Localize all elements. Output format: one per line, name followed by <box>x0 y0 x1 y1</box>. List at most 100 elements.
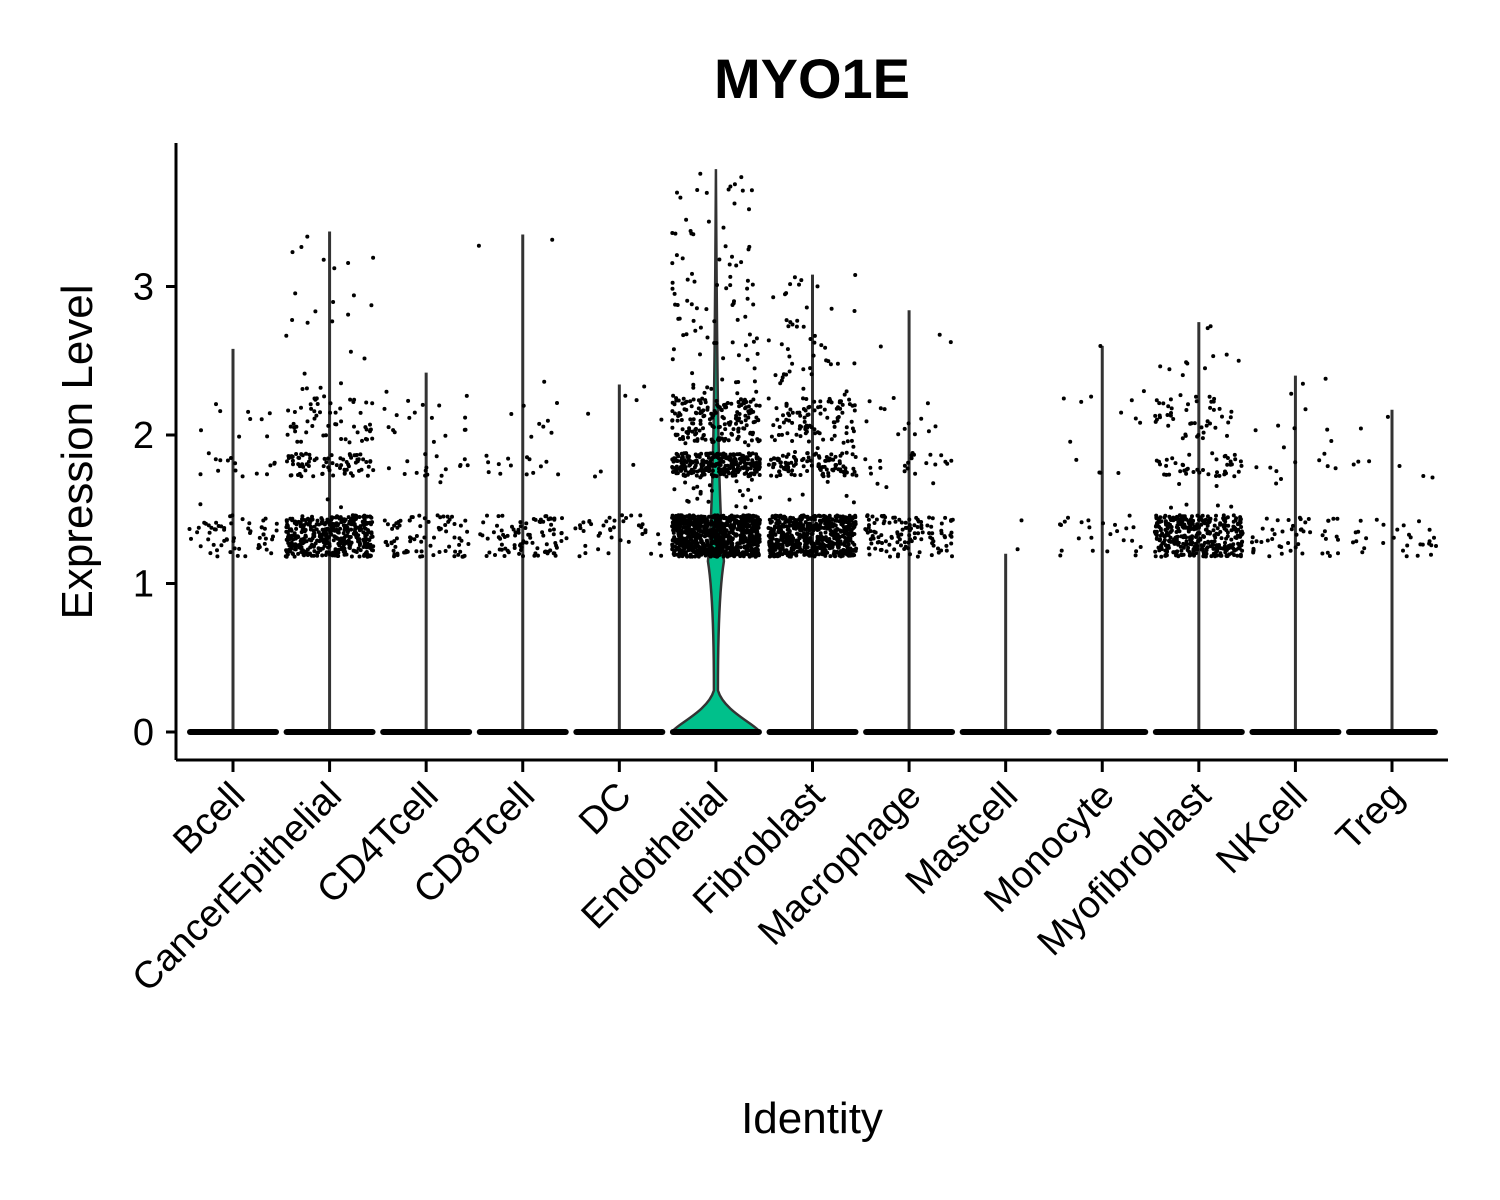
zero-points-Fibroblast <box>766 729 859 735</box>
point-CD8Tcell <box>502 554 507 558</box>
point-Monocyte <box>1127 513 1132 518</box>
point-CancerEpithelial <box>300 387 305 391</box>
point-Fibroblast <box>848 549 853 554</box>
point-Treg <box>1381 541 1386 545</box>
point-Endothelial <box>730 254 734 259</box>
point-CD8Tcell <box>564 536 569 541</box>
point-Endothelial <box>724 286 729 291</box>
point-NKcell <box>1253 428 1258 433</box>
point-Endothelial <box>735 527 740 532</box>
point-NKcell <box>1274 469 1279 474</box>
point-Endothelial <box>709 536 714 541</box>
point-Myofibroblast <box>1225 534 1230 539</box>
point-Endothelial <box>678 195 683 200</box>
y-tick-label-1: 1 <box>133 564 154 606</box>
point-Myofibroblast <box>1189 536 1194 541</box>
point-Endothelial <box>710 451 715 456</box>
point-Macrophage <box>866 517 871 522</box>
point-Endothelial <box>697 534 702 539</box>
point-NKcell <box>1288 548 1293 553</box>
point-NKcell <box>1296 542 1301 547</box>
point-Treg <box>1429 543 1434 548</box>
point-Fibroblast <box>809 517 814 521</box>
point-Myofibroblast <box>1198 536 1203 541</box>
point-CD4Tcell <box>393 544 398 549</box>
point-Monocyte <box>1097 470 1102 475</box>
point-CD4Tcell <box>382 518 387 523</box>
point-Myofibroblast <box>1223 540 1227 545</box>
point-NKcell <box>1336 537 1340 542</box>
point-CancerEpithelial <box>292 410 297 414</box>
point-Macrophage <box>939 528 944 533</box>
point-Endothelial <box>725 463 730 468</box>
point-Endothelial <box>735 519 739 524</box>
point-Monocyte <box>1074 457 1079 462</box>
point-Treg <box>1391 535 1396 540</box>
point-Myofibroblast <box>1178 544 1183 549</box>
point-Myofibroblast <box>1215 526 1220 531</box>
point-CD4Tcell <box>465 463 470 468</box>
point-CD4Tcell <box>392 430 397 435</box>
point-Myofibroblast <box>1204 527 1209 532</box>
point-CancerEpithelial <box>345 530 350 535</box>
point-DC <box>642 384 647 389</box>
point-Macrophage <box>928 452 933 457</box>
point-Bcell <box>198 472 203 477</box>
point-Fibroblast <box>825 479 830 484</box>
point-Myofibroblast <box>1195 544 1200 549</box>
point-CD8Tcell <box>478 532 483 537</box>
point-Bcell <box>264 547 269 552</box>
point-CD4Tcell <box>406 398 411 403</box>
point-Endothelial <box>749 549 754 553</box>
point-Endothelial <box>732 201 737 206</box>
point-DC <box>649 551 654 556</box>
point-DC <box>611 525 616 530</box>
point-CancerEpithelial <box>321 257 326 262</box>
point-Bcell <box>232 546 237 551</box>
point-CancerEpithelial <box>335 523 340 528</box>
point-Endothelial <box>721 459 726 464</box>
point-CancerEpithelial <box>333 515 338 520</box>
point-Monocyte <box>1062 519 1067 524</box>
point-Endothelial <box>697 522 702 526</box>
point-CancerEpithelial <box>284 519 289 524</box>
point-CD4Tcell <box>437 403 442 408</box>
point-Treg <box>1385 414 1390 419</box>
point-CD4Tcell <box>453 549 458 554</box>
point-Monocyte <box>1121 538 1126 543</box>
point-Myofibroblast <box>1154 417 1159 422</box>
point-Fibroblast <box>835 527 840 532</box>
point-Endothelial <box>749 518 754 523</box>
point-Fibroblast <box>836 415 841 419</box>
point-NKcell <box>1265 538 1270 543</box>
point-Myofibroblast <box>1193 546 1198 551</box>
point-Myofibroblast <box>1164 532 1169 537</box>
point-Endothelial <box>722 403 726 407</box>
point-Myofibroblast <box>1233 535 1238 540</box>
point-CancerEpithelial <box>305 419 310 424</box>
point-Endothelial <box>739 420 744 425</box>
point-CancerEpithelial <box>334 463 339 468</box>
point-CancerEpithelial <box>326 456 330 461</box>
point-Monocyte <box>1133 553 1138 558</box>
point-Myofibroblast <box>1232 452 1237 457</box>
point-Endothelial <box>739 260 744 265</box>
point-CancerEpithelial <box>347 452 352 457</box>
point-Macrophage <box>907 533 912 538</box>
point-CancerEpithelial <box>339 419 344 424</box>
point-Fibroblast <box>769 434 774 439</box>
point-Myofibroblast <box>1200 513 1205 518</box>
point-Macrophage <box>915 525 920 529</box>
point-NKcell <box>1264 516 1269 521</box>
chart-title: MYO1E <box>714 47 910 110</box>
point-Endothelial <box>738 521 743 526</box>
point-CancerEpithelial <box>329 528 334 533</box>
point-Fibroblast <box>775 554 780 559</box>
point-Endothelial <box>726 533 731 538</box>
point-Fibroblast <box>812 427 817 432</box>
point-DC <box>656 532 661 537</box>
point-CancerEpithelial <box>332 266 337 271</box>
point-Fibroblast <box>832 424 837 429</box>
point-Macrophage <box>944 548 949 553</box>
point-CancerEpithelial <box>299 405 303 410</box>
